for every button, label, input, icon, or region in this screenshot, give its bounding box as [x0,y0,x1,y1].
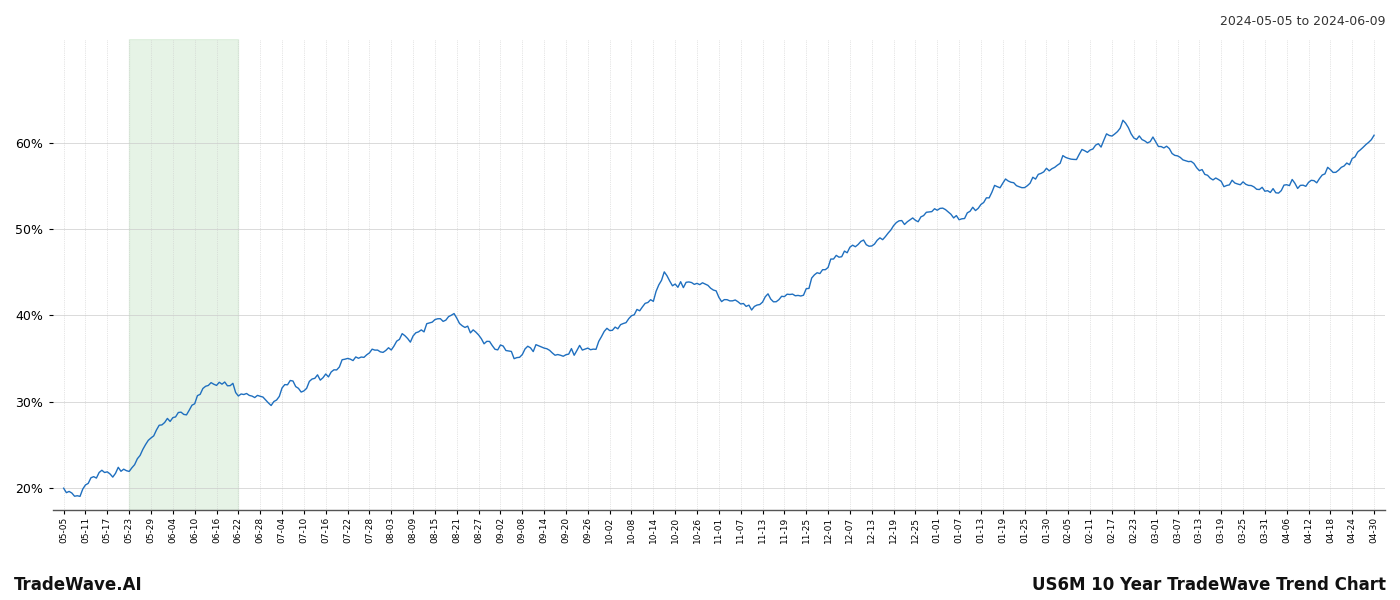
Text: 2024-05-05 to 2024-06-09: 2024-05-05 to 2024-06-09 [1221,15,1386,28]
Bar [129,39,238,510]
Text: US6M 10 Year TradeWave Trend Chart: US6M 10 Year TradeWave Trend Chart [1032,576,1386,594]
Text: TradeWave.AI: TradeWave.AI [14,576,143,594]
